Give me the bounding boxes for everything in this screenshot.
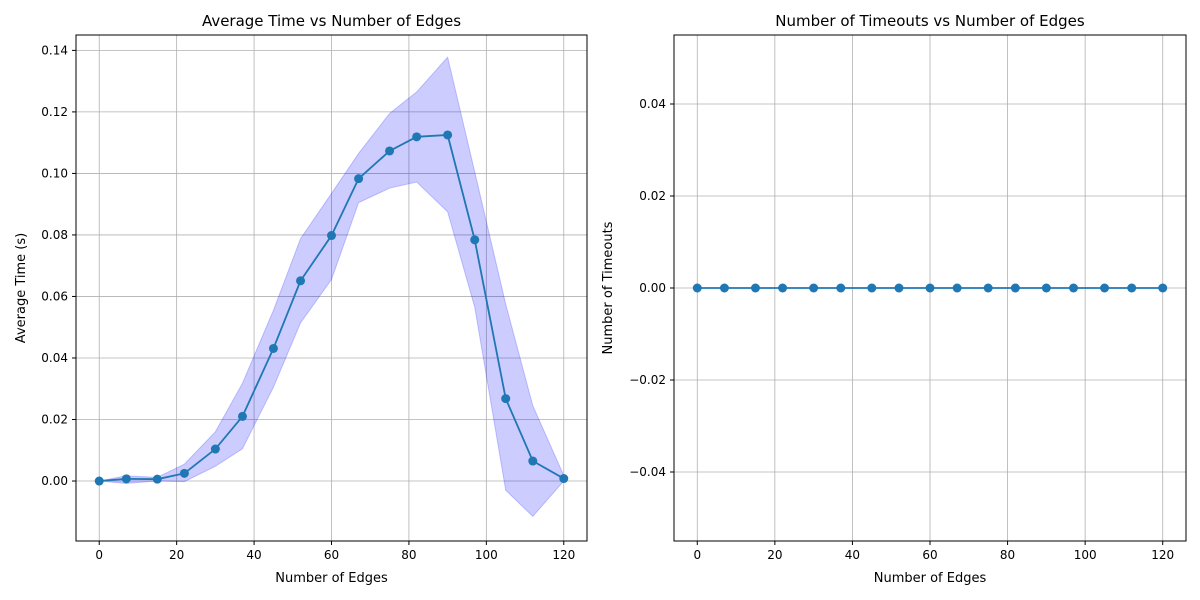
- y-tick-label: 0.02: [41, 412, 68, 426]
- average-time-chart: 0 20 40 60 80 100 120 0.00 0.02 0.04 0.06 0.08 0.10…: [14, 12, 588, 586]
- y-tick-label: 0.00: [639, 281, 666, 295]
- x-tick-label: 80: [401, 548, 416, 562]
- chart-title: Average Time vs Number of Edges: [202, 12, 461, 30]
- data-point: [528, 456, 538, 466]
- x-ticks: 0 20 40 60 80 100 120: [693, 541, 1174, 562]
- y-tick-label: 0.06: [41, 289, 68, 303]
- x-tick-label: 120: [552, 548, 575, 562]
- grid-lines: [76, 35, 587, 541]
- data-point: [268, 343, 278, 353]
- data-point: [152, 474, 162, 484]
- y-tick-label: 0.02: [639, 189, 666, 203]
- x-tick-label: 120: [1151, 548, 1174, 562]
- y-tick-label: 0.00: [41, 474, 68, 488]
- data-point: [692, 283, 702, 293]
- data-point: [94, 476, 104, 486]
- x-axis-label: Number of Edges: [874, 571, 987, 586]
- x-tick-label: 0: [95, 548, 103, 562]
- data-point: [443, 130, 453, 140]
- data-point: [1100, 283, 1110, 293]
- data-point: [952, 283, 962, 293]
- data-point: [412, 132, 422, 142]
- x-tick-label: 60: [324, 548, 339, 562]
- x-tick-label: 100: [1074, 548, 1097, 562]
- y-axis-label: Number of Timeouts: [601, 221, 616, 354]
- data-point: [1127, 283, 1137, 293]
- data-point: [750, 283, 760, 293]
- x-ticks: 0 20 40 60 80 100 120: [95, 541, 575, 562]
- y-ticks: −0.04 −0.02 0.00 0.02 0.04: [629, 97, 674, 479]
- data-point: [894, 283, 904, 293]
- data-point: [983, 283, 993, 293]
- x-tick-label: 100: [475, 548, 498, 562]
- y-ticks: 0.00 0.02 0.04 0.06 0.08 0.10 0.12 0.14: [41, 43, 76, 488]
- x-axis-label: Number of Edges: [275, 571, 388, 586]
- series-markers: [94, 130, 569, 486]
- y-tick-label: 0.12: [41, 105, 68, 119]
- data-point: [210, 444, 220, 454]
- y-axis-label: Average Time (s): [14, 233, 29, 343]
- data-point: [1041, 283, 1051, 293]
- y-tick-label: 0.10: [41, 166, 68, 180]
- data-point: [559, 474, 569, 484]
- x-tick-label: 20: [169, 548, 184, 562]
- y-tick-label: −0.04: [629, 465, 666, 479]
- data-point: [1010, 283, 1020, 293]
- data-point: [327, 231, 336, 241]
- data-point: [179, 468, 189, 478]
- data-point: [867, 283, 877, 293]
- y-tick-label: 0.14: [41, 43, 68, 57]
- data-point: [1069, 283, 1079, 293]
- x-tick-label: 40: [246, 548, 261, 562]
- y-tick-label: 0.08: [41, 228, 68, 242]
- chart-title: Number of Timeouts vs Number of Edges: [775, 12, 1085, 30]
- y-tick-label: −0.02: [629, 373, 666, 387]
- data-point: [501, 394, 511, 404]
- x-tick-label: 80: [1000, 548, 1015, 562]
- x-tick-label: 60: [922, 548, 937, 562]
- data-point: [385, 146, 395, 156]
- data-point: [296, 276, 306, 286]
- x-tick-label: 40: [845, 548, 860, 562]
- y-tick-label: 0.04: [639, 97, 666, 111]
- data-point: [121, 474, 131, 484]
- series-markers: [692, 283, 1168, 293]
- data-point: [1158, 283, 1168, 293]
- x-tick-label: 20: [767, 548, 782, 562]
- data-point: [925, 283, 935, 293]
- data-point: [354, 174, 364, 184]
- data-point: [719, 283, 729, 293]
- data-point: [237, 411, 247, 421]
- data-point: [778, 283, 788, 293]
- data-point: [809, 283, 819, 293]
- x-tick-label: 0: [693, 548, 701, 562]
- data-point: [470, 235, 480, 245]
- timeouts-chart: 0 20 40 60 80 100 120 −0.04 −0.02 0.00 0.02 0.04 N…: [601, 12, 1187, 586]
- data-point: [836, 283, 846, 293]
- y-tick-label: 0.04: [41, 351, 68, 365]
